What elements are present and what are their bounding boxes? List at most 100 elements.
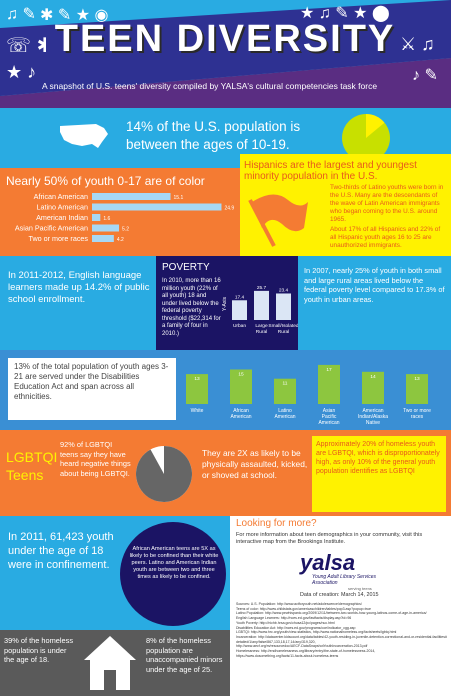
youth-color-bar xyxy=(92,214,101,221)
section-disabilities: 13% of the total population of youth age… xyxy=(0,350,451,430)
disabilities-cat-label: American xyxy=(230,414,251,420)
disabilities-value: 13 xyxy=(194,376,200,382)
disabilities-bar xyxy=(230,369,252,404)
youth-color-value: 15.1 xyxy=(174,195,184,201)
disabilities-value: 17 xyxy=(326,367,332,373)
star-icon-left: ★ ♪ xyxy=(6,62,36,82)
youth-color-bar xyxy=(92,224,120,232)
youth-color-value: 5.2 xyxy=(122,227,129,233)
disabilities-chart: 13White15AfricanAmerican11LatinoAmerican… xyxy=(186,364,431,426)
section-hispanics: Hispanics are the largest and youngest m… xyxy=(240,154,451,256)
source-line[interactable]: Disabilities Education Act: http://nces.… xyxy=(236,625,356,630)
poverty-bar xyxy=(254,290,269,320)
disabilities-bar xyxy=(406,374,428,404)
svg-text:★ ♫ ✎ ★ ⬤: ★ ♫ ✎ ★ ⬤ xyxy=(300,5,390,22)
confinement-text: In 2011, 61,423 youth under the age of 1… xyxy=(8,531,114,571)
poverty-value: 23.4 xyxy=(279,287,289,293)
youth-color-chart: African American 15.1 Latino American 24.9 A… xyxy=(15,192,235,243)
disabilities-cat-label: Latino xyxy=(278,408,292,414)
disabilities-value: 11 xyxy=(283,381,288,387)
disabilities-value: 13 xyxy=(414,376,420,382)
lgbtqi-card xyxy=(312,436,446,512)
disabilities-value: 14 xyxy=(370,374,376,380)
section-youth-of-color: Nearly 50% of youth 0-17 are of color Af… xyxy=(0,168,240,256)
population-pie-slice xyxy=(366,114,385,138)
disabilities-value: 15 xyxy=(238,372,244,378)
poverty-bar xyxy=(276,293,291,320)
youth-color-heading: Nearly 50% of youth 0-17 are of color xyxy=(6,174,205,188)
flag-icon xyxy=(248,194,308,247)
source-line[interactable]: LGBTQI: http://www.hrc.org/youth/view-st… xyxy=(236,630,397,635)
phone-icon: ☏ ✱ xyxy=(6,35,46,57)
hispanics-heading: Hispanics are the largest and youngest m… xyxy=(244,160,417,182)
rural-text: In 2007, nearly 25% of youth in both sma… xyxy=(304,266,445,304)
disabilities-bar xyxy=(186,374,208,404)
source-line[interactable]: English Language Learners: http://nces.e… xyxy=(236,616,352,621)
poverty-ylabel: Y-Axis xyxy=(222,297,228,311)
youth-color-value: 1.6 xyxy=(103,216,110,222)
disabilities-cat-label: races xyxy=(411,414,424,420)
source-line[interactable]: Youth Poverty: http://nichb.hrsa.gov/chu… xyxy=(236,620,335,625)
hispanics-p2: About 17% of all Hispanics and 22% of al… xyxy=(330,226,441,249)
source-line[interactable]: Incarceration: http://datacenter.kidscou… xyxy=(236,634,447,644)
source-line[interactable]: Latino Population: http://www.pewhispani… xyxy=(236,611,427,616)
svg-text:♫ ✎: ♫ ✎ xyxy=(6,6,36,22)
disabilities-text: 13% of the total population of youth age… xyxy=(14,362,169,401)
source-line[interactable]: Teens of color: http://www.childstats.go… xyxy=(236,606,371,611)
poverty-cat-label: Small/Isolated xyxy=(268,323,298,329)
source-line[interactable]: https://www.dosomething.org/facts/11-fac… xyxy=(236,653,339,658)
disabilities-cat-label: American xyxy=(318,420,339,426)
youth-color-bar xyxy=(92,235,114,242)
svg-text:⚔ ♫: ⚔ ♫ xyxy=(400,34,435,54)
disabilities-card xyxy=(8,358,176,420)
header-diagonal-band xyxy=(0,0,451,108)
poverty-value: 17.4 xyxy=(235,294,245,300)
house-icon xyxy=(84,636,136,690)
youth-color-cat-label: Latino American xyxy=(36,203,88,212)
section-homeless: 39% of the homeless population is under … xyxy=(0,630,230,696)
source-line[interactable]: http://www.aecf.org/m/resourcedoc/AECF-D… xyxy=(236,644,368,649)
youth-color-cat-label: Two or more races xyxy=(28,234,88,243)
poverty-bar xyxy=(232,300,247,320)
youth-color-value: 24.9 xyxy=(224,206,234,212)
section-lgbtqi: LGBTQI Teens 92% of LGBTQI teens say the… xyxy=(0,430,451,516)
youth-color-value: 4.2 xyxy=(117,237,124,243)
confinement-callout-text: African American teens are 5X as likely … xyxy=(129,546,219,580)
hispanics-p1: Two-thirds of Latino youths were born in… xyxy=(330,184,444,223)
yalsa-logo-sub: Young Adult Library Services Association xyxy=(312,574,377,586)
poverty-cat-label: Large xyxy=(255,323,268,329)
homeless-left-text: 39% of the homeless population is under … xyxy=(4,636,74,664)
youth-color-cat-label: American Indian xyxy=(36,213,88,222)
poverty-chart: Y-Axis 17.4Urban25.7LargeRural23.4Small/I… xyxy=(222,285,298,335)
lgbtqi-text1: 92% of LGBTQI teens say they have heard … xyxy=(60,440,131,478)
header: ♫ ✎ ✱ ✎ ★ ◉ ★ ♫ ✎ ★ ⬤ ☏ ✱ ⚔ ♫ ★ ♪ ♪ ✎ TE… xyxy=(0,0,451,108)
population-text: 14% of the U.S. population is between th… xyxy=(126,119,301,152)
youth-color-cat-label: Asian Pacific American xyxy=(15,224,88,233)
yalsa-logo: yalsa xyxy=(300,550,356,575)
youth-color-bar xyxy=(92,193,171,200)
svg-text:☏ ✱: ☏ ✱ xyxy=(6,35,46,57)
section-confinement: In 2011, 61,423 youth under the age of 1… xyxy=(0,516,230,630)
lgbtqi-text2: They are 2X as likely to be physically a… xyxy=(202,448,308,480)
section-poverty: POVERTY In 2010, more than 16 million yo… xyxy=(156,256,298,350)
more-text: For more information about teen demograp… xyxy=(236,532,446,546)
section-more: Looking for more? For more information a… xyxy=(230,516,451,696)
star-icon: ✱ ✎ ★ ◉ xyxy=(40,7,108,24)
poverty-cat-label: Rural xyxy=(278,329,289,335)
brookings-map-link[interactable]: For more information about teen demograp… xyxy=(236,532,423,545)
music-icon: ♫ ✎ xyxy=(6,6,36,22)
source-line[interactable]: Homelessness: http://endhomelessness.org… xyxy=(236,649,376,654)
disabilities-cat-label: Indian/Alaska xyxy=(358,414,388,420)
svg-text:♪ ✎: ♪ ✎ xyxy=(412,67,438,84)
sources-list: Sources: U.S. Population: http://www.act… xyxy=(236,602,448,658)
lgbtqi-text3: Approximately 20% of homeless youth are … xyxy=(316,441,440,475)
lgbtqi-pie xyxy=(136,446,192,502)
yalsa-logo-tag: serving teens xyxy=(348,586,372,591)
disabilities-cat-label: Pacific xyxy=(322,414,337,420)
disabilities-bar xyxy=(274,378,296,404)
page-subtitle: A snapshot of U.S. teens' diversity comp… xyxy=(42,81,378,91)
disabilities-cat-label: White xyxy=(191,408,204,414)
more-heading: Looking for more? xyxy=(236,518,317,529)
source-line[interactable]: Sources: U.S. Population: http://www.act… xyxy=(236,602,362,606)
disabilities-cat-label: American xyxy=(362,408,383,414)
